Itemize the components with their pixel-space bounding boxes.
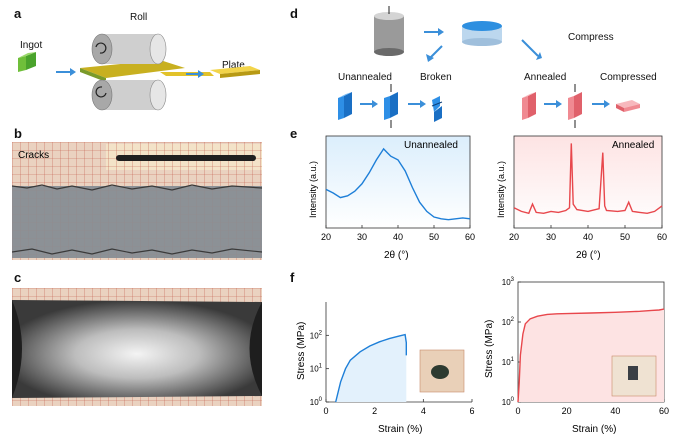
- xrd-chart-unannealed: Unannealed Intensity (a.u.) 2θ (°) 20 30 4…: [308, 135, 475, 261]
- x-axis-label: Strain (%): [378, 424, 422, 435]
- compressed-sample: [616, 100, 640, 112]
- arrow-icon: [426, 45, 443, 62]
- panel-c-label: c: [14, 270, 22, 285]
- unannealed-label: Unannealed: [338, 72, 392, 83]
- xrd-line-unannealed: [325, 147, 471, 221]
- sheet-sample: [116, 155, 256, 161]
- y-tick-label: 100: [502, 397, 515, 407]
- stress-chart-unannealed: Stress (MPa) Strain (%) 0 2 4 6 100 101 102: [296, 302, 475, 435]
- compress-label: Compress: [568, 32, 614, 43]
- arrow-icon: [408, 100, 426, 108]
- x-tick-label: 40: [393, 232, 403, 242]
- rolling-diagram: [18, 33, 260, 111]
- x-tick-label: 60: [659, 406, 669, 416]
- ingot-label: Ingot: [20, 40, 43, 51]
- x-tick-label: 20: [321, 232, 331, 242]
- unannealed-sample: [338, 92, 352, 120]
- sheet-plate: [80, 60, 185, 78]
- upper-roll: [91, 33, 167, 65]
- curve-fill: [335, 334, 407, 402]
- y-tick-label: 101: [310, 364, 323, 374]
- compression-diagram: [338, 6, 640, 128]
- stress-line-unannealed: [335, 333, 408, 403]
- x-tick-label: 20: [562, 406, 572, 416]
- compressed-sample-inset: [611, 355, 657, 397]
- x-axis-label: 2θ (°): [384, 250, 409, 261]
- annealed-label: Annealed: [524, 72, 567, 83]
- y-axis-label: Stress (MPa): [484, 320, 495, 378]
- arrow-icon: [186, 70, 204, 78]
- x-tick-label: 2: [372, 406, 377, 416]
- x-tick-label: 50: [429, 232, 439, 242]
- panel-b-label: b: [14, 126, 22, 141]
- xrd-line-annealed: [513, 143, 663, 215]
- plate-label: Plate: [222, 60, 245, 71]
- annealed-under-load: [568, 84, 582, 128]
- panel-a-label: a: [14, 6, 22, 21]
- x-tick-label: 20: [509, 232, 519, 242]
- ingot-cube: [18, 52, 36, 72]
- x-axis-label: Strain (%): [572, 424, 616, 435]
- x-tick-label: 60: [657, 232, 667, 242]
- chart-title: Annealed: [612, 140, 654, 151]
- y-tick-label: 101: [502, 357, 515, 367]
- y-tick-label: 102: [310, 330, 323, 340]
- plate-shape: [210, 66, 260, 78]
- x-tick-label: 4: [421, 406, 426, 416]
- arrow-icon: [360, 100, 378, 108]
- arrow-icon: [544, 100, 562, 108]
- y-axis-label: Stress (MPa): [296, 322, 307, 380]
- cracks-label: Cracks: [18, 150, 50, 161]
- y-axis-label: Intensity (a.u.): [308, 161, 318, 218]
- x-tick-label: 50: [620, 232, 630, 242]
- arrow-icon: [424, 28, 444, 36]
- annealed-sample: [522, 92, 536, 120]
- roll-label: Roll: [130, 12, 148, 23]
- y-tick-label: 103: [502, 277, 515, 287]
- y-tick-label: 100: [310, 397, 323, 407]
- x-tick-label: 6: [469, 406, 474, 416]
- x-tick-label: 30: [357, 232, 367, 242]
- x-tick-label: 0: [323, 406, 328, 416]
- press-cylinder: [374, 6, 404, 56]
- stress-line-annealed: [517, 308, 665, 403]
- xrd-chart-annealed: Annealed Intensity (a.u.) 2θ (°) 20 30 40 5…: [496, 135, 667, 261]
- x-tick-label: 60: [465, 232, 475, 242]
- cracked-sheet-photo: Cracks: [12, 142, 262, 260]
- broken-label: Broken: [420, 72, 452, 83]
- broken-sample: [431, 96, 443, 122]
- unannealed-under-load: [384, 84, 398, 128]
- panel-f-label: f: [290, 270, 295, 285]
- x-tick-label: 40: [610, 406, 620, 416]
- chart-title: Unannealed: [404, 140, 458, 151]
- die-container: [462, 21, 502, 46]
- stress-chart-annealed: Stress (MPa) Strain (%) 0 20 40 60 100 101 102…: [484, 277, 669, 435]
- compressed-label: Compressed: [600, 72, 657, 83]
- y-axis-label: Intensity (a.u.): [496, 161, 506, 218]
- arrow-icon: [521, 39, 542, 60]
- x-tick-label: 30: [546, 232, 556, 242]
- lower-roll: [91, 79, 167, 111]
- x-axis-label: 2θ (°): [576, 250, 601, 261]
- y-tick-label: 102: [502, 317, 515, 327]
- plot-area: [326, 136, 470, 228]
- x-tick-label: 0: [515, 406, 520, 416]
- annealed-plate-photo: [12, 288, 262, 406]
- panel-d-label: d: [290, 6, 298, 21]
- broken-sample-inset: [419, 349, 465, 393]
- x-tick-label: 40: [583, 232, 593, 242]
- panel-e-label: e: [290, 126, 298, 141]
- arrow-icon: [592, 100, 610, 108]
- arrow-icon: [56, 68, 76, 76]
